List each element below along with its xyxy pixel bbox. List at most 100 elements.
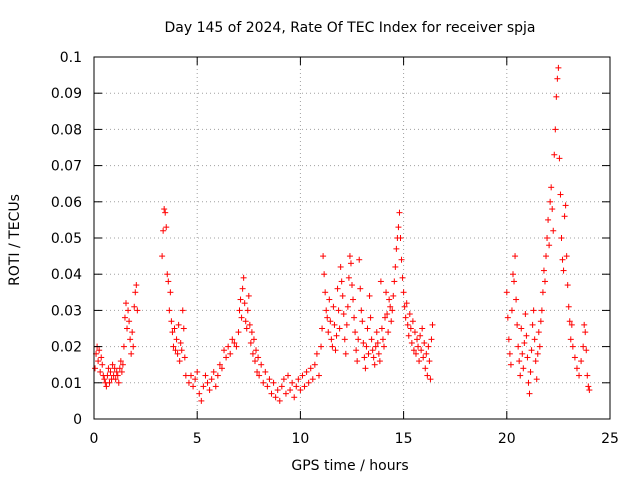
data-point bbox=[373, 329, 380, 336]
data-point bbox=[165, 278, 172, 285]
data-point bbox=[353, 347, 360, 354]
data-point bbox=[319, 325, 326, 332]
axis-ticks: 0 0.01 0.02 0.03 0.04 0.05 0.06 0.07 0.08 0.09 0.1… bbox=[51, 50, 619, 447]
y-tick-label: 0.03 bbox=[51, 303, 82, 319]
data-point bbox=[421, 339, 428, 346]
data-point bbox=[370, 354, 377, 361]
data-point bbox=[537, 318, 544, 325]
x-tick-label: 15 bbox=[395, 431, 413, 447]
data-point bbox=[426, 358, 433, 365]
data-point bbox=[561, 213, 568, 220]
data-point bbox=[557, 191, 564, 198]
data-point bbox=[342, 350, 349, 357]
data-point bbox=[405, 332, 412, 339]
data-point bbox=[396, 209, 403, 216]
data-point bbox=[297, 387, 304, 394]
data-point bbox=[509, 271, 516, 278]
data-point bbox=[552, 126, 559, 133]
data-point bbox=[113, 368, 120, 375]
data-point bbox=[411, 329, 418, 336]
data-point bbox=[367, 314, 374, 321]
data-point bbox=[124, 325, 131, 332]
data-point bbox=[280, 376, 287, 383]
data-point bbox=[245, 292, 252, 299]
data-point bbox=[106, 379, 113, 386]
y-tick-label: 0.06 bbox=[51, 195, 82, 211]
data-point bbox=[530, 307, 537, 314]
data-point bbox=[514, 321, 521, 328]
data-point bbox=[241, 300, 248, 307]
data-point bbox=[553, 93, 560, 100]
data-point bbox=[323, 307, 330, 314]
data-point bbox=[346, 253, 353, 260]
data-point bbox=[339, 292, 346, 299]
x-tick-label: 25 bbox=[601, 431, 619, 447]
data-point bbox=[378, 325, 385, 332]
data-point bbox=[387, 303, 394, 310]
data-point bbox=[505, 336, 512, 343]
data-point bbox=[581, 321, 588, 328]
data-point bbox=[208, 376, 215, 383]
data-point bbox=[98, 354, 105, 361]
data-point bbox=[580, 343, 587, 350]
y-tick-label: 0 bbox=[73, 412, 82, 428]
data-point bbox=[523, 332, 530, 339]
data-point bbox=[554, 75, 561, 82]
data-point bbox=[340, 311, 347, 318]
y-tick-label: 0.01 bbox=[51, 376, 82, 392]
data-point bbox=[563, 253, 570, 260]
data-point bbox=[247, 339, 254, 346]
data-point bbox=[270, 379, 277, 386]
data-point bbox=[114, 372, 121, 379]
y-tick-label: 0.08 bbox=[51, 122, 82, 138]
data-point bbox=[558, 235, 565, 241]
data-point bbox=[336, 325, 343, 332]
data-point bbox=[285, 372, 292, 379]
data-point bbox=[258, 361, 265, 368]
data-point bbox=[568, 321, 575, 328]
data-point bbox=[368, 336, 375, 343]
data-point bbox=[318, 343, 325, 350]
data-point bbox=[543, 253, 550, 260]
data-point bbox=[120, 343, 127, 350]
data-point bbox=[392, 263, 399, 270]
data-point bbox=[520, 365, 527, 372]
y-tick-label: 0.02 bbox=[51, 340, 82, 356]
data-point bbox=[239, 285, 246, 292]
data-point bbox=[272, 394, 279, 401]
data-point bbox=[345, 274, 352, 281]
data-point bbox=[508, 307, 515, 314]
plot-frame bbox=[93, 56, 611, 420]
x-tick-label: 20 bbox=[498, 431, 516, 447]
data-point bbox=[246, 321, 253, 328]
data-point bbox=[289, 379, 296, 386]
data-point bbox=[225, 343, 232, 350]
data-point bbox=[410, 347, 417, 354]
data-point bbox=[256, 372, 263, 379]
data-point bbox=[377, 278, 384, 285]
data-point bbox=[333, 332, 340, 339]
data-point bbox=[544, 235, 551, 241]
data-point bbox=[517, 372, 524, 379]
data-point bbox=[170, 343, 177, 350]
data-point bbox=[366, 292, 373, 299]
data-point bbox=[112, 376, 119, 383]
data-point bbox=[585, 383, 592, 390]
data-point bbox=[262, 368, 269, 375]
data-point bbox=[391, 278, 398, 285]
data-point bbox=[196, 390, 203, 397]
data-point bbox=[425, 343, 432, 350]
data-point bbox=[293, 383, 300, 390]
data-point bbox=[117, 358, 124, 365]
data-point bbox=[428, 336, 435, 343]
y-tick-label: 0.09 bbox=[51, 86, 82, 102]
data-point bbox=[322, 289, 329, 296]
data-point bbox=[264, 383, 271, 390]
data-point bbox=[424, 372, 431, 379]
data-point bbox=[125, 307, 132, 314]
data-point bbox=[507, 361, 514, 368]
data-point bbox=[238, 314, 245, 321]
data-point bbox=[221, 347, 228, 354]
data-point bbox=[375, 350, 382, 357]
data-point bbox=[299, 372, 306, 379]
